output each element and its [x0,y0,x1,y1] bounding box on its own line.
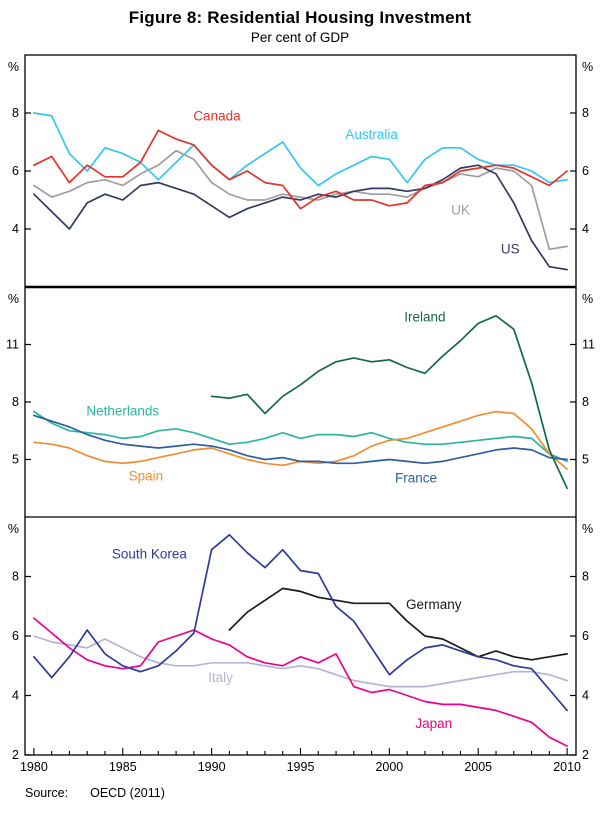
svg-text:6: 6 [12,164,19,178]
svg-text:5: 5 [582,453,589,467]
figure-title: Figure 8: Residential Housing Investment [128,8,472,27]
svg-text:1990: 1990 [198,760,226,774]
svg-text:2: 2 [12,748,19,762]
svg-text:%: % [8,522,19,536]
svg-text:%: % [582,292,593,306]
svg-text:1995: 1995 [287,760,315,774]
svg-text:2: 2 [582,748,589,762]
svg-text:US: US [501,242,520,257]
svg-text:Germany: Germany [406,597,462,612]
svg-text:Canada: Canada [193,108,241,123]
svg-text:1985: 1985 [109,760,137,774]
svg-text:8: 8 [582,106,589,120]
svg-text:2005: 2005 [464,760,492,774]
svg-text:Australia: Australia [345,127,398,142]
svg-text:4: 4 [12,222,19,236]
svg-text:France: France [395,471,437,486]
svg-text:11: 11 [582,338,595,352]
svg-text:Netherlands: Netherlands [86,403,159,418]
source-note: Source: OECD (2011) [25,786,600,800]
svg-text:%: % [582,60,593,74]
source-value: OECD (2011) [90,786,165,800]
svg-text:4: 4 [12,689,19,703]
svg-text:8: 8 [582,570,589,584]
svg-text:Spain: Spain [129,469,164,484]
svg-text:1980: 1980 [20,760,48,774]
source-label: Source: [25,786,69,800]
svg-text:Italy: Italy [208,670,233,685]
chart-container: 4 4 6 6 8 8%% UK Australia US Canada 5 5 8 8 11 11%% Net… [0,49,600,780]
svg-text:Japan: Japan [415,716,452,731]
svg-text:%: % [8,292,19,306]
svg-text:2010: 2010 [553,760,581,774]
svg-text:%: % [582,522,593,536]
svg-text:UK: UK [451,203,470,218]
svg-text:5: 5 [12,453,19,467]
figure-subtitle: Per cent of GDP [250,30,350,45]
svg-text:8: 8 [12,570,19,584]
svg-text:South Korea: South Korea [112,547,188,562]
svg-text:6: 6 [582,629,589,643]
svg-text:4: 4 [582,222,589,236]
svg-text:Ireland: Ireland [404,310,445,325]
svg-text:4: 4 [582,689,589,703]
svg-text:6: 6 [12,629,19,643]
svg-text:6: 6 [582,164,589,178]
svg-text:2000: 2000 [375,760,403,774]
chart-canvas: 4 4 6 6 8 8% % UK Australia US Canada 5 5 8 8 11 11% % Net… [6,54,595,774]
svg-text:8: 8 [12,106,19,120]
svg-text:8: 8 [582,395,589,409]
svg-text:8: 8 [12,395,19,409]
svg-text:%: % [8,60,19,74]
svg-text:11: 11 [6,338,19,352]
